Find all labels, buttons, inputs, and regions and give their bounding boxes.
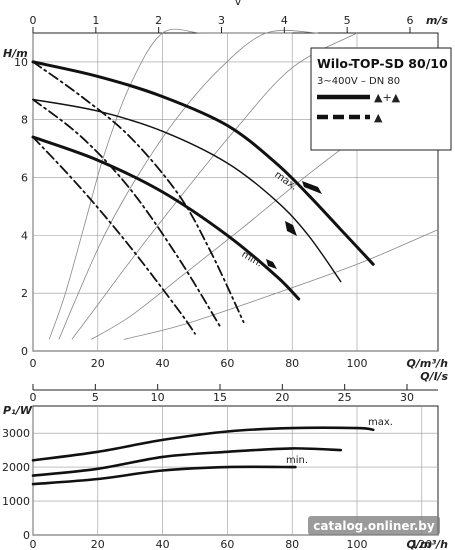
head-x-tick: 40 xyxy=(156,357,170,370)
head-curve xyxy=(32,98,342,283)
min-curve-label: min. xyxy=(240,249,265,270)
power-x-axis-label: Q/m³/h xyxy=(407,538,449,550)
power-max-label: max. xyxy=(368,417,393,428)
legend-solid-symbol: ▲+▲ xyxy=(374,91,401,104)
power-flow-panel: 0 20 40 60 80 100 120 0 1000 2000 3000 0 5 10 15 20 25… xyxy=(2,370,448,550)
head-x-tick: 20 xyxy=(91,357,105,370)
watermark: catalog.onliner.by xyxy=(308,516,440,535)
power-y-tick: 1000 xyxy=(2,495,30,508)
velocity-tick-labels: 0 1 2 3 4 5 6 xyxy=(30,14,414,33)
power-x-tick: 80 xyxy=(285,538,299,550)
head-curve xyxy=(32,98,222,329)
head-curve xyxy=(31,60,375,266)
flow-ls-tick: 5 xyxy=(92,391,99,404)
pump-model-title: Wilo-TOP-SD 80/10 xyxy=(317,56,448,71)
head-x-axis-label: Q/m³/h xyxy=(407,357,449,370)
head-y-axis-label: H/m xyxy=(3,47,28,60)
head-y-tick: 8 xyxy=(21,114,28,127)
head-x-tick: 0 xyxy=(30,357,37,370)
head-flow-panel: 0 20 40 60 80 100 0 2 4 6 8 10 0 1 2 3 4 5 6 v m/s H/m Q… xyxy=(3,0,452,370)
head-y-tick: 2 xyxy=(21,287,28,300)
velocity-tick: 1 xyxy=(92,14,99,27)
velocity-axis-label: v xyxy=(235,0,242,8)
head-x-tick: 80 xyxy=(285,357,299,370)
system-curve xyxy=(58,30,319,340)
flow-ls-tick: 0 xyxy=(30,391,37,404)
head-y-tick: 6 xyxy=(21,172,28,185)
head-curve xyxy=(32,61,245,323)
power-curve xyxy=(31,465,297,486)
head-curves xyxy=(31,60,375,335)
speed-marker-max xyxy=(302,181,322,194)
system-curve xyxy=(71,32,358,340)
power-y-tick: 3000 xyxy=(2,427,30,440)
speed-marker-mid xyxy=(285,221,297,236)
legend-box: Wilo-TOP-SD 80/10 3~400V – DN 80 ▲+▲ ▲ xyxy=(310,47,452,151)
power-curves xyxy=(31,426,375,486)
system-curves xyxy=(48,28,439,340)
head-grid xyxy=(32,33,438,352)
flow-ls-tick-labels: 0 5 10 15 20 25 30 xyxy=(30,384,438,404)
head-x-tick: 100 xyxy=(347,357,368,370)
velocity-tick: 3 xyxy=(218,14,225,27)
power-x-tick: 0 xyxy=(30,538,37,550)
flow-ls-tick: 15 xyxy=(213,391,227,404)
head-x-tick-labels: 0 20 40 60 80 100 xyxy=(30,357,368,370)
velocity-tick: 6 xyxy=(407,14,414,27)
flow-ls-tick: 20 xyxy=(275,391,289,404)
watermark-text: catalog.onliner.by xyxy=(313,519,435,533)
system-curve xyxy=(48,28,293,340)
power-y-tick: 2000 xyxy=(2,461,30,474)
velocity-tick: 5 xyxy=(344,14,351,27)
head-x-tick: 60 xyxy=(220,357,234,370)
flow-ls-axis-label: Q/l/s xyxy=(420,370,448,383)
legend-dashed-symbol: ▲ xyxy=(374,111,383,124)
system-curve xyxy=(123,229,439,340)
power-y-tick-labels: 0 1000 2000 3000 xyxy=(2,427,30,542)
flow-ls-tick: 25 xyxy=(338,391,352,404)
power-curve xyxy=(31,447,343,477)
speed-marker-min xyxy=(266,259,277,269)
power-x-tick: 40 xyxy=(156,538,170,550)
power-y-tick: 0 xyxy=(23,529,30,542)
power-x-tick: 100 xyxy=(347,538,368,550)
pump-voltage-subtitle: 3~400V – DN 80 xyxy=(317,76,400,87)
power-curve xyxy=(31,426,375,462)
head-y-tick: 10 xyxy=(14,56,28,69)
head-y-tick: 4 xyxy=(21,229,28,242)
head-curve xyxy=(32,136,196,335)
power-x-tick: 20 xyxy=(91,538,105,550)
head-y-tick: 0 xyxy=(21,345,28,358)
power-x-tick-labels: 0 20 40 60 80 100 120 xyxy=(30,538,433,550)
velocity-tick: 2 xyxy=(155,14,162,27)
power-x-tick: 60 xyxy=(220,538,234,550)
flow-ls-tick: 30 xyxy=(400,391,414,404)
velocity-tick: 4 xyxy=(281,14,288,27)
head-y-tick-labels: 0 2 4 6 8 10 xyxy=(14,56,28,358)
power-y-axis-label: P₁/W xyxy=(3,404,33,417)
flow-ls-tick: 10 xyxy=(151,391,165,404)
head-curve xyxy=(31,135,301,301)
watermark-background xyxy=(308,516,440,535)
velocity-unit-label: m/s xyxy=(426,14,448,27)
power-min-label: min. xyxy=(286,455,308,466)
power-x-tick: 120 xyxy=(411,538,432,550)
velocity-tick: 0 xyxy=(30,14,37,27)
